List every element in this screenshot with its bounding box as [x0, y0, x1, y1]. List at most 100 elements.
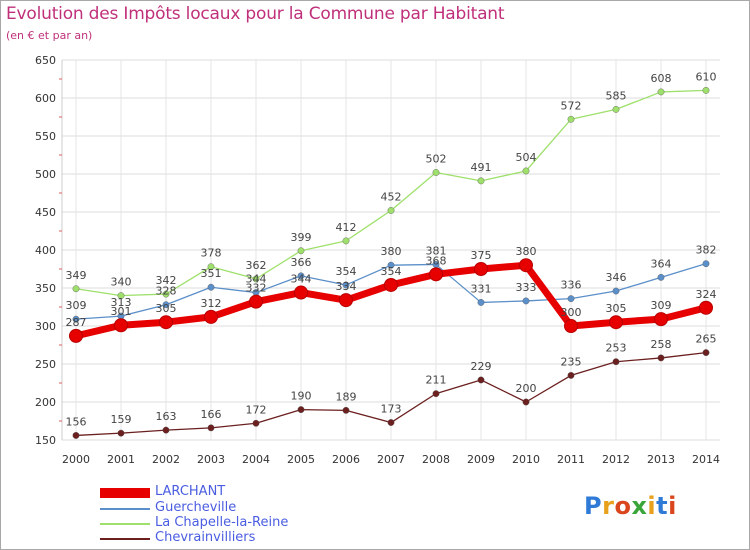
data-label-larchant-2008: 368 — [426, 254, 447, 267]
x-tick-label-2012: 2012 — [602, 453, 630, 466]
data-label-larchant-2012: 305 — [606, 302, 627, 315]
legend-label-chevrainvilliers: Chevrainvilliers — [155, 530, 256, 545]
point-la-chapelle-la-reine-2003 — [207, 263, 215, 271]
y-tick-label-550: 550 — [35, 130, 56, 143]
point-la-chapelle-la-reine-2001 — [117, 292, 125, 299]
data-label-la-chapelle-la-reine-2002: 342 — [156, 274, 177, 287]
data-label-chevrainvilliers-2002: 163 — [156, 410, 177, 423]
data-label-chevrainvilliers-2004: 172 — [246, 403, 267, 416]
data-label-guercheville-2007: 380 — [381, 245, 402, 258]
data-label-larchant-2006: 334 — [336, 280, 357, 293]
data-label-chevrainvilliers-2009: 229 — [471, 360, 492, 373]
data-label-guercheville-2014: 382 — [696, 244, 717, 257]
data-label-guercheville-2013: 364 — [651, 257, 672, 270]
point-chevrainvilliers-2007 — [387, 419, 395, 426]
point-larchant-2004 — [249, 294, 263, 309]
data-label-la-chapelle-la-reine-2011: 572 — [561, 99, 582, 112]
legend-label-larchant: LARCHANT — [155, 484, 226, 499]
data-label-chevrainvilliers-2007: 173 — [381, 403, 402, 416]
legend-label-guercheville: Guercheville — [155, 500, 237, 515]
data-label-chevrainvilliers-2011: 235 — [561, 355, 582, 368]
point-la-chapelle-la-reine-2008 — [432, 169, 440, 176]
data-label-guercheville-2001: 313 — [111, 296, 132, 309]
y-tick-label-400: 400 — [35, 244, 56, 257]
data-label-larchant-2009: 375 — [471, 249, 492, 262]
point-chevrainvilliers-2005 — [297, 406, 305, 413]
point-larchant-2005 — [294, 285, 308, 300]
data-label-guercheville-2002: 328 — [156, 285, 177, 298]
point-guercheville-2014 — [702, 260, 710, 268]
data-label-chevrainvilliers-2000: 156 — [66, 415, 87, 428]
point-la-chapelle-la-reine-2002 — [162, 290, 170, 298]
x-tick-label-2001: 2001 — [107, 453, 135, 466]
point-larchant-2013 — [654, 312, 668, 327]
point-la-chapelle-la-reine-2013 — [657, 88, 665, 96]
legend-swatch-la-chapelle-la-reine — [100, 523, 150, 525]
y-tick-label-350: 350 — [35, 282, 56, 295]
point-guercheville-2011 — [567, 295, 575, 303]
data-label-larchant-2010: 380 — [516, 245, 537, 258]
x-tick-label-2009: 2009 — [467, 453, 495, 466]
data-label-la-chapelle-la-reine-2012: 585 — [606, 89, 627, 102]
data-label-la-chapelle-la-reine-2005: 399 — [291, 231, 312, 244]
legend-swatch-larchant — [100, 488, 150, 498]
point-la-chapelle-la-reine-2007 — [387, 207, 395, 214]
data-label-larchant-2001: 301 — [111, 305, 132, 318]
y-tick-label-300: 300 — [35, 320, 56, 333]
point-guercheville-2013 — [657, 273, 665, 281]
point-guercheville-2006 — [342, 281, 350, 289]
data-label-guercheville-2003: 351 — [201, 267, 222, 280]
data-label-la-chapelle-la-reine-2003: 378 — [201, 247, 222, 260]
x-tick-label-2013: 2013 — [647, 453, 675, 466]
data-label-chevrainvilliers-2003: 166 — [201, 408, 222, 421]
y-tick-label-500: 500 — [35, 168, 56, 181]
data-label-la-chapelle-la-reine-2000: 349 — [66, 269, 87, 282]
point-chevrainvilliers-2001 — [117, 429, 125, 437]
point-larchant-2014 — [699, 300, 713, 315]
data-label-la-chapelle-la-reine-2008: 502 — [426, 152, 447, 165]
data-label-la-chapelle-la-reine-2010: 504 — [516, 151, 537, 164]
chart-subtitle: (en € et par an) — [6, 29, 93, 42]
point-chevrainvilliers-2010 — [522, 398, 530, 406]
x-tick-label-2000: 2000 — [62, 453, 90, 466]
point-la-chapelle-la-reine-2012 — [612, 106, 620, 113]
point-chevrainvilliers-2012 — [612, 358, 620, 366]
y-tick-label-150: 150 — [35, 434, 56, 447]
data-label-larchant-2011: 300 — [561, 306, 582, 319]
point-larchant-2006 — [339, 293, 353, 308]
legend-label-la-chapelle-la-reine: La Chapelle-la-Reine — [155, 515, 289, 530]
point-larchant-2010 — [519, 258, 533, 273]
data-label-guercheville-2006: 354 — [336, 265, 357, 278]
data-label-la-chapelle-la-reine-2013: 608 — [651, 72, 672, 85]
data-label-guercheville-2000: 309 — [66, 299, 87, 312]
point-guercheville-2009 — [477, 299, 485, 306]
point-chevrainvilliers-2008 — [432, 390, 440, 398]
point-la-chapelle-la-reine-2006 — [342, 237, 350, 245]
point-chevrainvilliers-2011 — [567, 371, 575, 379]
point-larchant-2002 — [159, 315, 173, 330]
point-larchant-2012 — [609, 315, 623, 330]
data-label-larchant-2003: 312 — [201, 297, 222, 310]
point-la-chapelle-la-reine-2000 — [72, 285, 80, 293]
point-guercheville-2002 — [162, 301, 170, 309]
point-guercheville-2005 — [297, 272, 305, 280]
x-tick-label-2011: 2011 — [557, 453, 585, 466]
point-la-chapelle-la-reine-2005 — [297, 247, 305, 255]
data-label-guercheville-2008: 381 — [426, 244, 447, 257]
point-guercheville-2010 — [522, 297, 530, 305]
data-label-larchant-2002: 305 — [156, 302, 177, 315]
data-label-chevrainvilliers-2006: 189 — [336, 390, 357, 403]
point-la-chapelle-la-reine-2010 — [522, 167, 530, 175]
x-tick-label-2005: 2005 — [287, 453, 315, 466]
y-tick-label-600: 600 — [35, 92, 56, 105]
x-tick-label-2002: 2002 — [152, 453, 180, 466]
y-tick-label-200: 200 — [35, 396, 56, 409]
data-label-chevrainvilliers-2010: 200 — [516, 382, 537, 395]
data-label-la-chapelle-la-reine-2006: 412 — [336, 221, 357, 234]
data-label-larchant-2005: 344 — [291, 273, 312, 286]
point-larchant-2008 — [429, 267, 443, 282]
point-larchant-2000 — [69, 328, 83, 343]
data-label-la-chapelle-la-reine-2009: 491 — [471, 161, 492, 174]
y-tick-label-650: 650 — [35, 54, 56, 67]
data-label-larchant-2007: 354 — [381, 265, 402, 278]
